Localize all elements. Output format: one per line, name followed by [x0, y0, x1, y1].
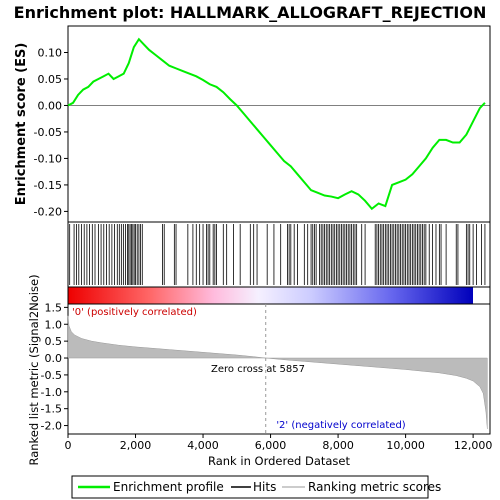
chart-title: Enrichment plot: HALLMARK_ALLOGRAFT_REJE… — [14, 3, 487, 22]
metric-y-tick-label: -1.0 — [41, 386, 62, 399]
metric-y-axis: 1.5 1.0 0.5 0.0 -0.5 -1.0 -1.5 -2.0 — [41, 301, 68, 433]
rank-color-band-bar — [68, 287, 473, 304]
x-axis: 0 2,000 4,000 6,000 8,000 10,000 12,000 — [65, 434, 493, 452]
legend-metric-label: Ranking metric scores — [308, 480, 441, 494]
zero-cross-label: Zero cross at 5857 — [211, 364, 305, 375]
legend: Enrichment profile Hits Ranking metric s… — [71, 475, 441, 499]
es-y-tick-label: 0.05 — [38, 73, 63, 86]
metric-y-tick-label: 1.5 — [45, 301, 63, 314]
metric-y-tick-label: -0.5 — [41, 369, 62, 382]
x-tick-label: 4,000 — [187, 439, 219, 452]
x-tick-label: 12,000 — [454, 439, 493, 452]
legend-hits-label: Hits — [253, 480, 276, 494]
legend-enrichment-label: Enrichment profile — [113, 480, 224, 494]
enrichment-profile-line — [67, 37, 486, 211]
es-y-axis: 0.10 0.05 0.00 -0.05 -0.10 -0.15 -0.20 — [34, 46, 68, 218]
hits-panel — [67, 221, 491, 288]
metric-y-tick-label: -1.5 — [41, 403, 62, 416]
x-tick-label: 10,000 — [386, 439, 425, 452]
es-panel: 0.10 0.05 0.00 -0.05 -0.10 -0.15 -0.20 Enrichm… — [14, 25, 491, 223]
positive-correlation-label: '0' (positively correlated) — [72, 307, 197, 318]
metric-y-tick-label: 1.0 — [45, 318, 63, 331]
x-tick-label: 6,000 — [255, 439, 287, 452]
es-y-tick-label: -0.10 — [34, 152, 62, 165]
es-y-tick-label: -0.05 — [34, 126, 62, 139]
es-y-tick-label: -0.15 — [34, 179, 62, 192]
metric-y-axis-label: Ranked list metric (Signal2Noise) — [27, 274, 41, 465]
ranking-metric-area — [67, 315, 488, 429]
es-y-axis-label: Enrichment score (ES) — [14, 43, 29, 206]
rank-color-band — [67, 286, 491, 305]
es-y-tick-label: 0.00 — [38, 99, 63, 112]
x-tick-label: 2,000 — [120, 439, 152, 452]
x-tick-label: 0 — [65, 439, 72, 452]
metric-y-tick-label: 0.0 — [45, 352, 63, 365]
x-axis-label: Rank in Ordered Dataset — [208, 454, 351, 468]
metric-y-tick-label: 0.5 — [45, 335, 63, 348]
es-y-tick-label: 0.10 — [38, 46, 63, 59]
metric-y-tick-label: -2.0 — [41, 420, 62, 433]
hits-marks — [69, 224, 486, 285]
es-panel-frame — [67, 25, 491, 223]
x-tick-label: 8,000 — [322, 439, 354, 452]
es-y-tick-label: -0.20 — [34, 205, 62, 218]
metric-panel: 1.5 1.0 0.5 0.0 -0.5 -1.0 -1.5 -2.0 0 2,000 4,000… — [27, 274, 492, 468]
negative-correlation-label: '2' (negatively correlated) — [276, 420, 405, 431]
